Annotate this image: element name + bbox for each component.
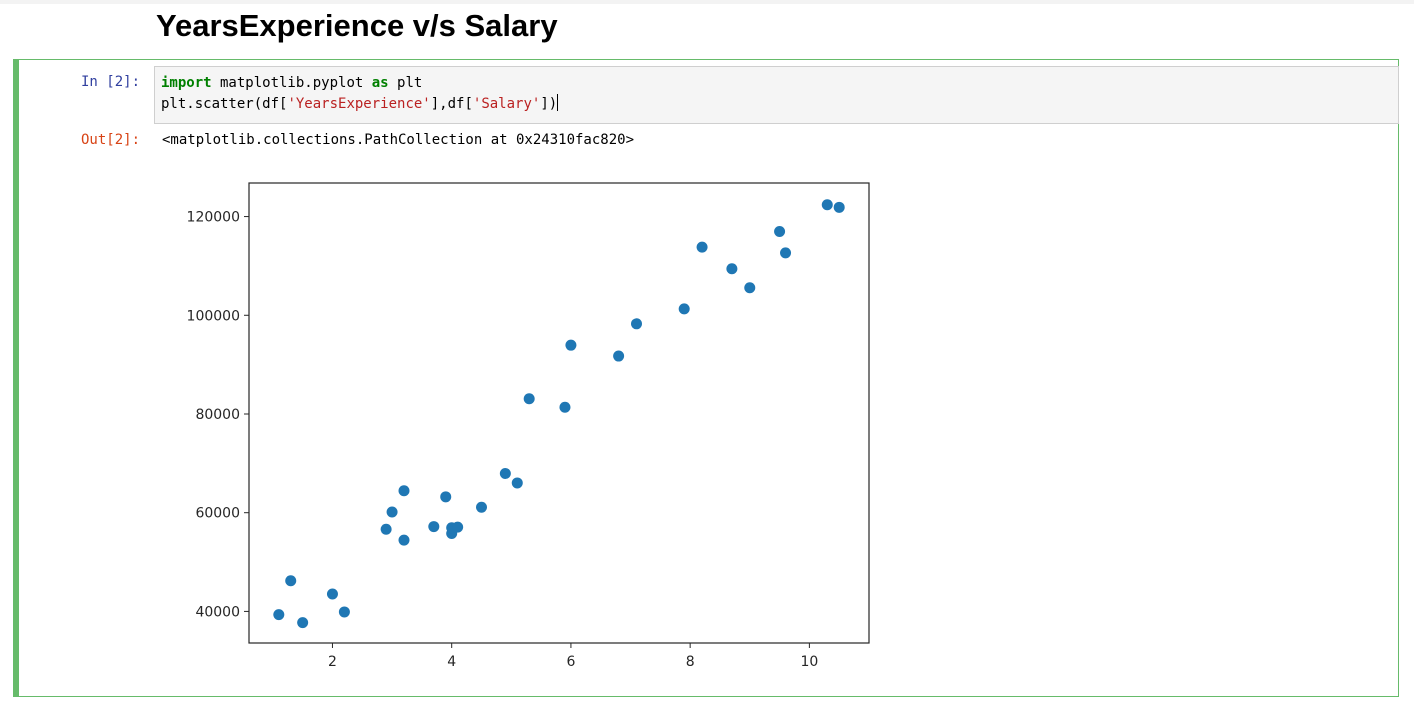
input-prompt: In [2]: xyxy=(81,74,141,90)
code-cell[interactable]: In [2]: import matplotlib.pyplot as plt … xyxy=(13,59,1399,697)
scatter-point xyxy=(565,339,577,351)
code-line-2: plt.scatter(df['YearsExperience'],df['Sa… xyxy=(161,94,1392,115)
scatter-point xyxy=(476,501,487,513)
output-prompt: Out[2]: xyxy=(81,132,141,148)
top-toolbar-edge xyxy=(0,0,1414,4)
code-token: ],df[ xyxy=(430,96,473,112)
keyword-import: import xyxy=(161,75,212,91)
code-token: plt xyxy=(388,75,423,91)
scatter-point xyxy=(380,523,392,535)
scatter-point xyxy=(398,534,410,546)
x-tick-label: 2 xyxy=(328,654,337,670)
scatter-point xyxy=(523,393,535,405)
scatter-point xyxy=(678,303,690,315)
scatter-point xyxy=(386,506,398,518)
y-tick-label: 100000 xyxy=(187,308,240,324)
scatter-point xyxy=(744,282,756,294)
code-token: plt.scatter(df[ xyxy=(161,96,288,112)
output-text: <matplotlib.collections.PathCollection a… xyxy=(162,132,635,148)
markdown-heading: YearsExperience v/s Salary xyxy=(156,8,558,43)
scatter-point xyxy=(285,575,297,587)
scatter-point xyxy=(428,521,440,533)
y-tick-label: 80000 xyxy=(195,407,240,423)
scatter-point xyxy=(297,617,309,629)
code-line-1: import matplotlib.pyplot as plt xyxy=(161,73,1392,94)
scatter-point xyxy=(774,226,786,238)
scatter-point xyxy=(273,609,285,621)
x-tick-label: 4 xyxy=(447,654,456,670)
x-tick-label: 8 xyxy=(686,654,695,670)
plot-layer: 2 4 6 8 10 40000 60000 80000 100000 120000 xyxy=(187,182,870,670)
scatter-point xyxy=(631,318,642,330)
scatter-point xyxy=(499,468,511,480)
text-cursor xyxy=(557,94,559,111)
scatter-point xyxy=(726,263,738,275)
scatter-point xyxy=(440,491,452,503)
scatter-point xyxy=(326,588,338,600)
axes-frame xyxy=(248,182,870,644)
y-tick-label: 40000 xyxy=(195,604,240,620)
scatter-point xyxy=(696,241,708,253)
code-editor[interactable]: import matplotlib.pyplot as plt plt.scat… xyxy=(154,66,1399,124)
scatter-point xyxy=(559,401,571,413)
y-tick-label: 120000 xyxy=(187,210,240,226)
code-token: matplotlib.pyplot xyxy=(211,75,372,91)
scatter-point xyxy=(780,247,792,259)
scatter-point xyxy=(398,485,410,497)
scatter-point xyxy=(821,199,833,211)
scatter-point xyxy=(511,477,523,489)
scatter-point xyxy=(833,201,845,213)
scatter-point xyxy=(338,606,350,618)
string-literal: 'YearsExperience' xyxy=(287,96,431,112)
keyword-as: as xyxy=(371,75,389,91)
scatter-plot: 2 4 6 8 10 40000 60000 80000 100000 120000 xyxy=(187,182,870,670)
x-tick-label: 10 xyxy=(800,654,818,670)
x-tick-label: 6 xyxy=(566,654,575,670)
scatter-point xyxy=(452,521,464,533)
scatter-point xyxy=(613,350,625,362)
string-literal: 'Salary' xyxy=(472,96,541,112)
code-token: ]) xyxy=(540,96,558,112)
y-tick-label: 60000 xyxy=(195,506,240,522)
